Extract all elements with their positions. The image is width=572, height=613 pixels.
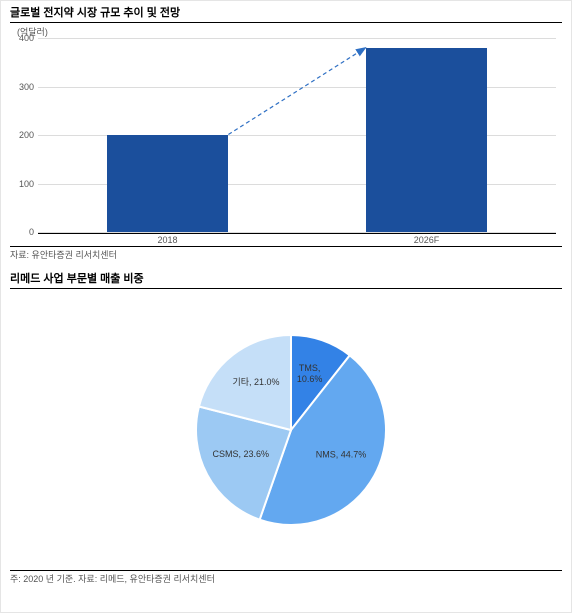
pie-slice-label: TMS,10.6%	[297, 363, 323, 384]
pie-slice-label: NMS, 44.7%	[316, 449, 367, 459]
bar-chart-title: 글로벌 전지약 시장 규모 추이 및 전망	[10, 7, 180, 19]
pie-slice-label: 기타, 21.0%	[232, 377, 279, 387]
bar-chart-y-label: 400	[10, 33, 34, 43]
bar-chart-source: 자료: 유안타증권 리서치센터	[10, 246, 562, 261]
bar-chart-x-label: 2026F	[297, 233, 556, 245]
bar-chart-arrow-layer	[38, 38, 556, 232]
pie-chart-plot: TMS,10.6% NMS, 44.7% CSMS, 23.6% 기타, 21.0%	[10, 291, 562, 569]
bar-chart-trend-arrow	[228, 48, 365, 135]
pie-chart-svg: TMS,10.6% NMS, 44.7% CSMS, 23.6% 기타, 21.0%	[136, 300, 436, 560]
pie-chart-source: 주: 2020 년 기준. 자료: 리메드, 유안타증권 리서치센터	[10, 570, 562, 585]
bar-chart-x-axis: 20182026F	[10, 233, 562, 245]
pie-chart-title-bar: 리메드 사업 부문별 매출 비중	[10, 270, 562, 289]
bar-chart-y-label: 0	[10, 227, 34, 237]
bar-chart-unit: (억달러)	[10, 25, 562, 38]
pie-chart-title: 리메드 사업 부문별 매출 비중	[10, 273, 144, 285]
bar-chart-y-label: 300	[10, 82, 34, 92]
bar-chart-y-label: 200	[10, 130, 34, 140]
bar-chart-x-label: 2018	[38, 233, 297, 245]
bar-chart-gridline	[38, 232, 556, 233]
bar-chart-y-label: 100	[10, 179, 34, 189]
pie-slice-label: CSMS, 23.6%	[212, 449, 269, 459]
pie-chart-section: 리메드 사업 부문별 매출 비중 TMS,10.6% NMS, 44.7% CSMS…	[1, 267, 571, 585]
bar-chart-section: 글로벌 전지약 시장 규모 추이 및 전망 (억달러) 0 100 200 300 40…	[1, 1, 571, 261]
bar-chart-plot: 0100200300400	[10, 38, 562, 232]
bar-chart-title-bar: 글로벌 전지약 시장 규모 추이 및 전망	[10, 4, 562, 23]
